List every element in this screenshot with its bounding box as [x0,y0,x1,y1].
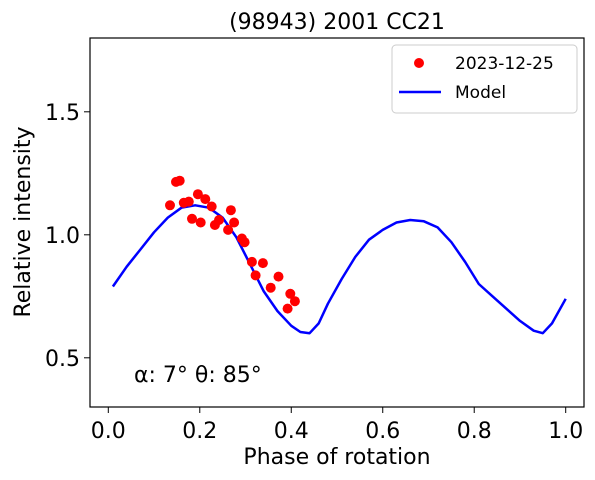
data-point [250,270,261,281]
chart-title: (98943) 2001 CC21 [229,10,445,35]
x-tick-label: 0.6 [365,419,400,444]
data-point [200,194,211,205]
x-tick-label: 0.0 [91,419,126,444]
y-tick-label: 1.5 [45,101,80,126]
x-tick-label: 0.4 [274,419,309,444]
y-tick-label: 1.0 [45,224,80,249]
legend-marker-observations [414,58,424,68]
data-point [195,217,206,228]
data-point [246,256,257,267]
x-tick-label: 0.2 [182,419,217,444]
x-tick-label: 0.8 [457,419,492,444]
data-point [187,213,197,224]
x-axis-label: Phase of rotation [243,445,430,470]
legend-box [391,44,578,114]
data-point [289,296,300,307]
data-point [225,205,236,216]
data-point [165,200,175,211]
data-point [265,282,276,293]
data-point [192,189,203,200]
data-point [282,303,293,314]
model-series [111,204,567,335]
data-point [273,271,284,282]
legend-label-model: Model [455,83,506,103]
data-point [229,217,240,228]
data-point [206,201,217,212]
data-point [239,237,250,248]
legend-label-observations: 2023-12-25 [455,54,554,74]
axis-ticks: 0.0 0.2 0.4 0.6 0.8 1.0 0.5 1.0 1.5 [45,101,583,444]
y-tick-label: 0.5 [45,347,80,372]
data-point [174,175,185,186]
data-point [285,288,296,299]
chart-annotation: α: 7° θ: 85° [134,363,262,388]
data-point [223,224,234,235]
data-point [214,215,224,225]
model-line [111,204,567,335]
data-point [257,258,268,269]
x-tick-label: 1.0 [548,419,583,444]
legend: 2023-12-25 Model [391,44,578,114]
data-point [183,196,194,207]
y-axis-label: Relative intensity [11,126,36,317]
observation-series [165,175,300,314]
